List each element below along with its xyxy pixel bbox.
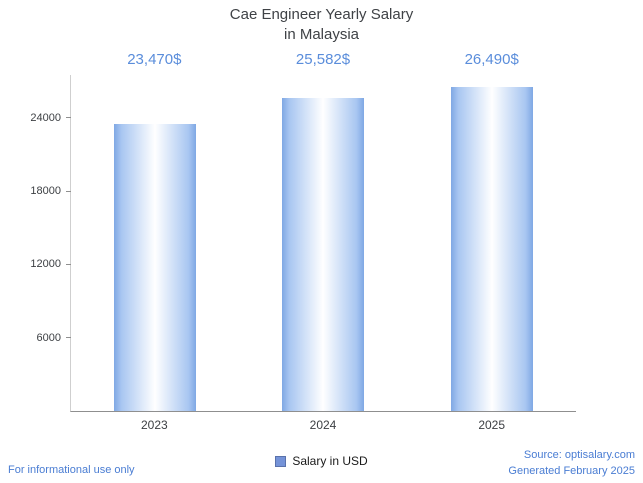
bar-2023 [114,124,197,411]
value-label-row: 23,470$ 25,582$ 26,490$ [70,51,576,71]
bar-2025 [450,87,533,411]
y-tick-mark [66,117,71,119]
y-tick-label: 18000 [30,185,61,198]
legend[interactable]: Salary in USD [0,454,643,468]
x-axis-label: 2024 [309,418,337,432]
value-label: 25,582$ [295,51,351,68]
footer-source-block: Source: optisalary.com Generated Februar… [508,448,635,479]
source-link[interactable]: Source: optisalary.com [523,449,635,462]
bar-slot [408,75,576,411]
bar-slot [239,75,407,411]
generated-date-text: Generated February 2025 [508,464,635,477]
chart-title-line1: Cae Engineer Yearly Salary [229,6,414,23]
disclaimer-text: For informational use only [8,464,135,476]
value-label: 26,490$ [464,51,519,68]
bar-slot [71,75,239,411]
legend-label: Salary in USD [292,454,368,468]
plot-area: 6000 12000 18000 24000 [30,75,576,412]
y-axis-tick: 24000 [30,112,71,124]
y-tick-mark [66,263,71,265]
value-label: 23,470$ [127,51,182,68]
y-axis-tick: 12000 [30,258,71,270]
legend-swatch-icon [275,455,287,467]
y-tick-label: 6000 [36,331,61,344]
y-tick-mark [66,337,71,339]
y-axis-tick: 6000 [37,332,71,344]
chart-title: Cae Engineer Yearly Salary in Malaysia [0,5,643,44]
x-axis-label: 2023 [140,418,168,432]
bar-2024 [282,98,365,411]
y-tick-label: 12000 [30,258,61,271]
x-axis-label: 2025 [478,418,506,432]
x-axis-labels: 2023 2024 2025 [70,418,576,434]
y-axis-tick: 18000 [30,185,71,197]
bar-series [71,75,576,411]
chart-title-line2: in Malaysia [283,25,360,43]
y-tick-mark [66,190,71,192]
y-tick-label: 24000 [30,111,61,124]
